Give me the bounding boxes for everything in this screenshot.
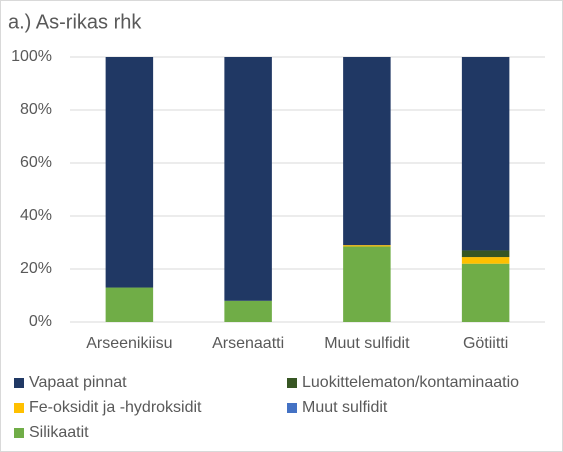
legend-label: Fe-oksidit ja -hydroksidit: [29, 399, 202, 416]
bar-segment: [105, 57, 154, 288]
bar-segment: [461, 250, 510, 258]
y-tick-label: 20%: [20, 260, 52, 277]
bar-segment: [105, 287, 154, 322]
bar-segment: [343, 246, 391, 322]
bar-segment: [224, 57, 272, 301]
bar-segment: [461, 257, 510, 264]
y-tick-label: 0%: [29, 313, 52, 330]
legend-marker: [287, 403, 297, 413]
bar-segment: [343, 245, 391, 247]
legend-label: Vapaat pinnat: [29, 374, 127, 391]
y-tick-label: 80%: [20, 101, 52, 118]
y-tick-label: 100%: [11, 48, 52, 65]
x-tick-label: Muut sulfidit: [324, 335, 410, 352]
legend-label: Luokittelematon/kontaminaatio: [302, 374, 519, 391]
y-tick-label: 60%: [20, 154, 52, 171]
legend-marker: [14, 378, 24, 388]
bar-segment: [461, 57, 510, 251]
bar-segment: [224, 300, 272, 322]
x-tick-label: Götiitti: [463, 335, 508, 352]
legend-marker: [287, 378, 297, 388]
y-tick-label: 40%: [20, 207, 52, 224]
bar-segment: [461, 263, 510, 322]
legend-label: Muut sulfidit: [302, 399, 388, 416]
legend-marker: [14, 403, 24, 413]
legend-label: Silikaatit: [29, 424, 89, 441]
legend-marker: [14, 428, 24, 438]
x-tick-label: Arseenikiisu: [86, 335, 172, 352]
chart-title: a.) As-rikas rhk: [8, 11, 142, 33]
bar-segment: [343, 57, 391, 246]
x-tick-label: Arsenaatti: [212, 335, 284, 352]
